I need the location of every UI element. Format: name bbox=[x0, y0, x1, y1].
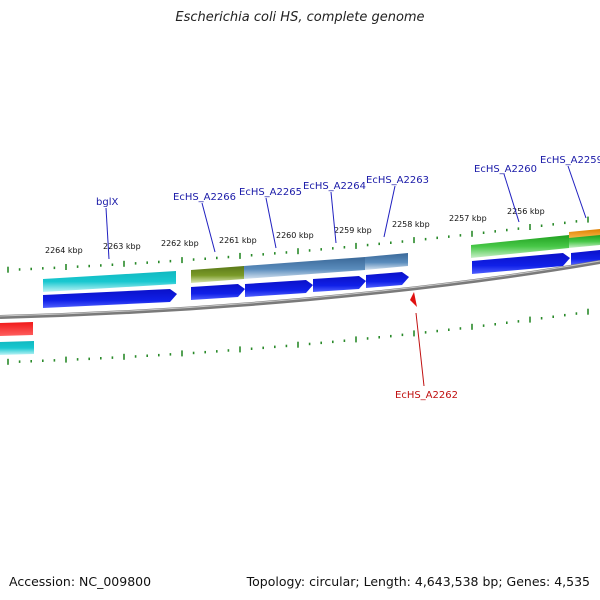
ruler-label-2264: 2264 kbp bbox=[45, 246, 83, 255]
ruler-label-2256: 2256 kbp bbox=[507, 207, 545, 216]
gene-label-echs-a2266: EcHS_A2266 bbox=[173, 192, 236, 203]
cds-arrow-echs-a2266 bbox=[191, 284, 245, 300]
gene-label-echs-a2265: EcHS_A2265 bbox=[239, 187, 302, 198]
feature-cyan-lower bbox=[0, 341, 34, 355]
feature-echs-a2259-green bbox=[569, 235, 600, 248]
cds-arrow-bglx bbox=[43, 289, 177, 308]
feature-track-lower bbox=[0, 292, 417, 355]
gene-label-echs-a2260: EcHS_A2260 bbox=[474, 164, 537, 175]
ruler-label-2257: 2257 kbp bbox=[449, 214, 487, 223]
feature-echs-a2266 bbox=[191, 266, 244, 283]
cds-arrow-echs-a2265 bbox=[245, 280, 313, 297]
label-connectors bbox=[105, 165, 587, 260]
gene-label-echs-a2262: EcHS_A2262 bbox=[395, 390, 458, 401]
gene-label-echs-a2264: EcHS_A2264 bbox=[303, 181, 366, 192]
feature-red bbox=[0, 322, 33, 336]
genome-backbone bbox=[0, 260, 600, 319]
upper-tick-row bbox=[7, 216, 589, 273]
gene-label-bglx: bglX bbox=[96, 197, 118, 208]
gene-label-echs-a2263: EcHS_A2263 bbox=[366, 175, 429, 186]
ruler-label-2263: 2263 kbp bbox=[103, 242, 141, 251]
gene-label-echs-a2259: EcHS_A2259 bbox=[540, 155, 600, 166]
gene-labels-above: bglX EcHS_A2266 EcHS_A2265 EcHS_A2264 Ec… bbox=[96, 155, 600, 208]
ruler-label-2260: 2260 kbp bbox=[276, 231, 314, 240]
feature-echs-a2262 bbox=[410, 292, 417, 307]
ruler-label-2259: 2259 kbp bbox=[334, 226, 372, 235]
genome-summary-text: Topology: circular; Length: 4,643,538 bp… bbox=[246, 574, 590, 589]
ruler-label-2261: 2261 kbp bbox=[219, 236, 257, 245]
cds-arrow-echs-a2263 bbox=[366, 272, 409, 288]
label-connector-below bbox=[415, 312, 425, 387]
cds-track bbox=[43, 250, 600, 308]
cds-arrow-echs-a2260 bbox=[472, 253, 570, 274]
ruler-labels: 2264 kbp 2263 kbp 2262 kbp 2261 kbp 2260… bbox=[45, 207, 545, 255]
feature-echs-a2265-2264 bbox=[244, 257, 365, 279]
feature-bglx bbox=[43, 271, 176, 292]
feature-echs-a2260 bbox=[471, 235, 569, 258]
lower-tick-row bbox=[7, 308, 589, 365]
ruler-label-2262: 2262 kbp bbox=[161, 239, 199, 248]
feature-track-upper bbox=[43, 229, 600, 292]
ruler-label-2258: 2258 kbp bbox=[392, 220, 430, 229]
accession-text: Accession: NC_009800 bbox=[9, 574, 152, 589]
map-title: Escherichia coli HS, complete genome bbox=[175, 10, 425, 25]
cds-arrow-echs-a2264 bbox=[313, 276, 366, 292]
feature-echs-a2263 bbox=[365, 253, 408, 270]
